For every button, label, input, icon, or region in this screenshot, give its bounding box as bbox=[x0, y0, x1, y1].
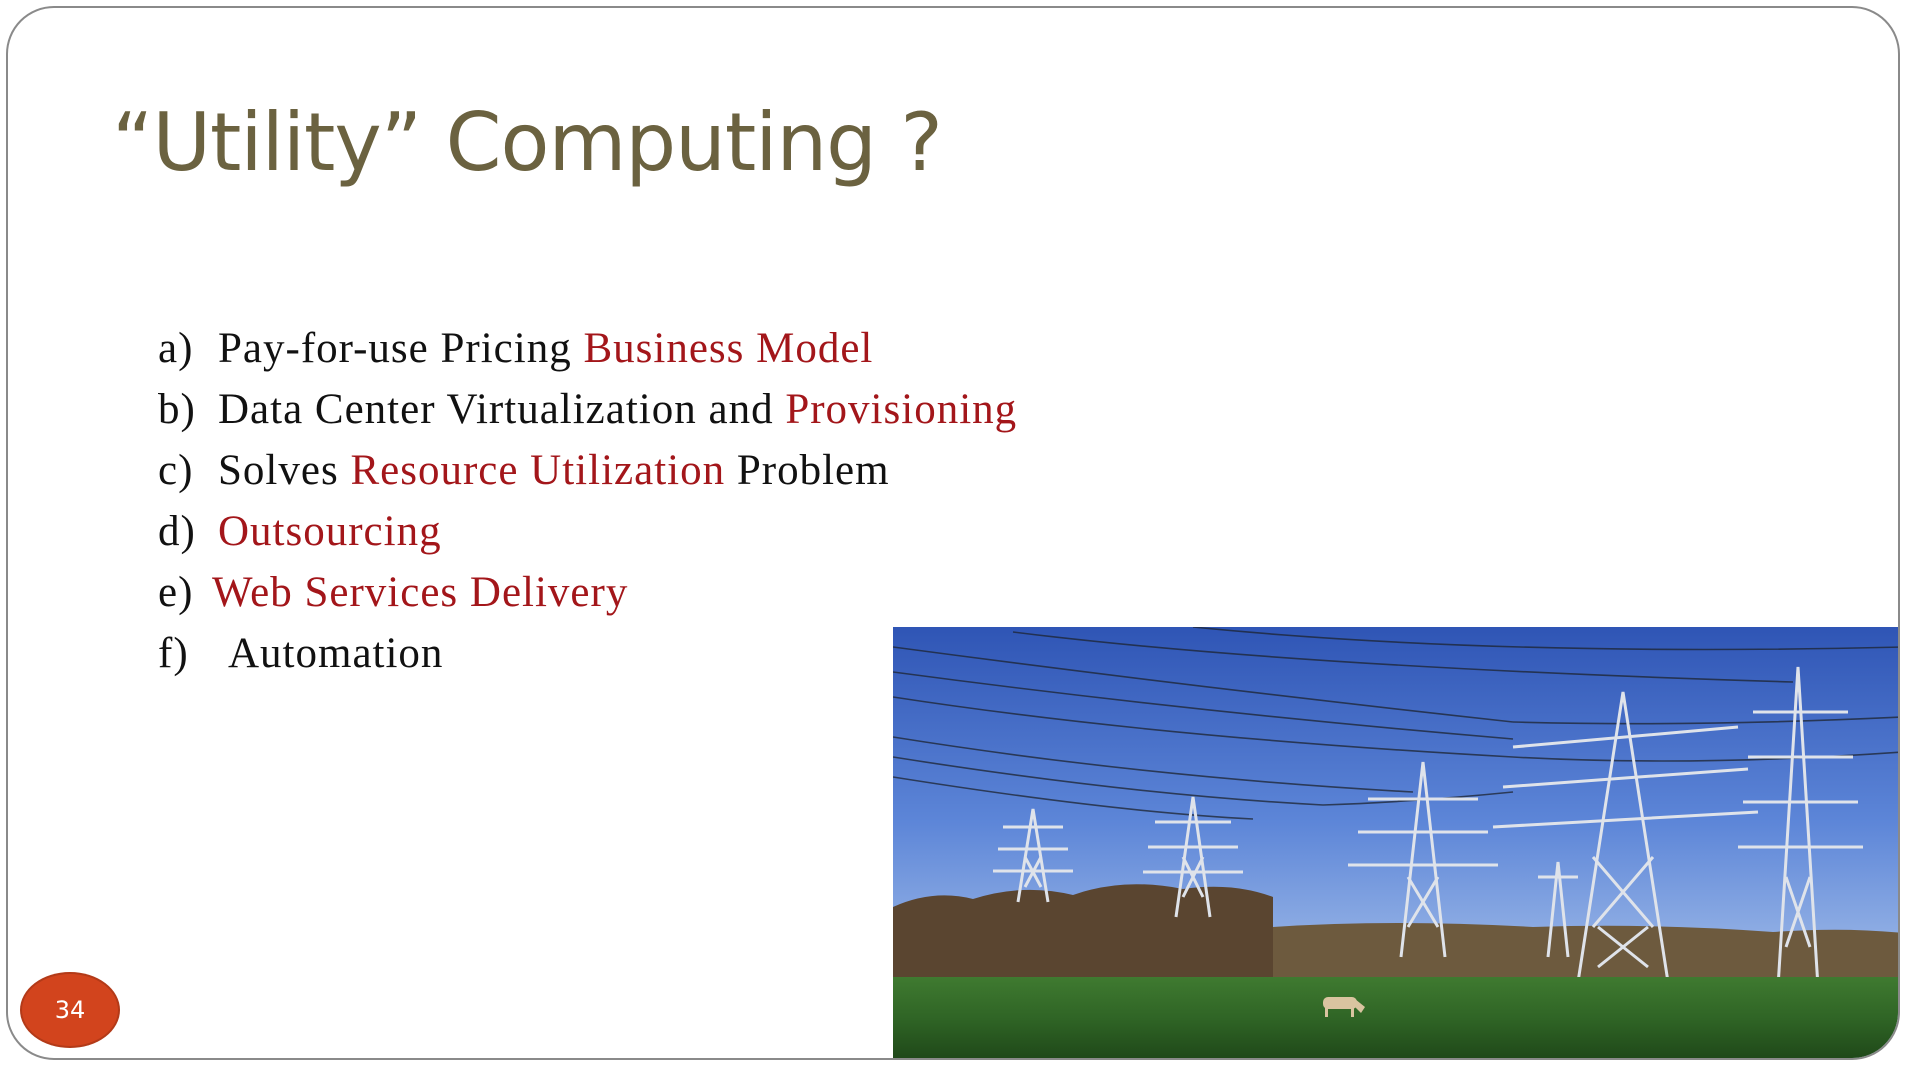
page-number-badge: 34 bbox=[22, 974, 118, 1046]
bullet-marker: d) bbox=[158, 508, 196, 555]
bullet-text: Solves bbox=[218, 447, 351, 494]
bullet-marker: b) bbox=[158, 386, 196, 433]
power-pylon-photo bbox=[893, 627, 1898, 1058]
bullet-list: a) Pay-for-use Pricing Business Model b) D… bbox=[158, 318, 1017, 684]
slide-title: “Utility” Computing ? bbox=[112, 96, 943, 189]
bullet-marker: f) bbox=[158, 630, 189, 677]
bullet-item: d) Outsourcing bbox=[158, 501, 1017, 562]
bullet-text: Data Center Virtualization and bbox=[218, 386, 786, 433]
bullet-item: e) Web Services Delivery bbox=[158, 562, 1017, 623]
bullet-marker: e) bbox=[158, 569, 194, 616]
bullet-marker: a) bbox=[158, 325, 194, 372]
bullet-highlight: Provisioning bbox=[785, 386, 1018, 433]
bullet-highlight: Business Model bbox=[583, 325, 874, 372]
bullet-highlight: Outsourcing bbox=[218, 508, 442, 555]
bullet-item: c) Solves Resource Utilization Problem bbox=[158, 440, 1017, 501]
bullet-item: f) Automation bbox=[158, 623, 1017, 684]
slide: “Utility” Computing ? a) Pay-for-use Pric… bbox=[6, 6, 1900, 1060]
bullet-text: Pay-for-use Pricing bbox=[218, 325, 584, 372]
bullet-text: Automation bbox=[228, 630, 444, 677]
bullet-marker: c) bbox=[158, 447, 194, 494]
bullet-text: Problem bbox=[725, 447, 890, 494]
bullet-item: a) Pay-for-use Pricing Business Model bbox=[158, 318, 1017, 379]
bullet-highlight: Resource Utilization bbox=[350, 447, 726, 494]
bullet-highlight: Web Services Delivery bbox=[212, 569, 629, 616]
bullet-item: b) Data Center Virtualization and Provisi… bbox=[158, 379, 1017, 440]
